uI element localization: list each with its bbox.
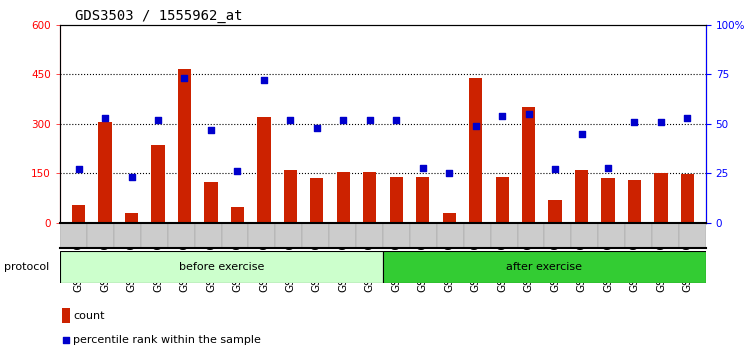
Bar: [442, 213, 456, 223]
Point: [73, 167, 85, 172]
Point: [629, 119, 641, 125]
Bar: [625, 223, 652, 248]
Point: [363, 117, 376, 123]
Bar: [548, 200, 562, 223]
Point: [391, 117, 403, 123]
Bar: [410, 223, 437, 248]
Bar: [490, 223, 517, 248]
Bar: [599, 223, 625, 248]
Bar: [141, 223, 167, 248]
Bar: [87, 223, 114, 248]
Bar: [356, 223, 383, 248]
Point: [681, 115, 693, 121]
Text: percentile rank within the sample: percentile rank within the sample: [74, 335, 261, 344]
Bar: [679, 223, 706, 248]
Bar: [284, 170, 297, 223]
Point: [258, 78, 270, 83]
Text: after exercise: after exercise: [506, 262, 583, 272]
Bar: [681, 174, 694, 223]
Bar: [60, 223, 87, 248]
Bar: [125, 213, 138, 223]
Bar: [152, 145, 164, 223]
Bar: [222, 223, 249, 248]
Point: [60, 337, 72, 342]
Text: before exercise: before exercise: [179, 262, 264, 272]
Bar: [575, 170, 588, 223]
Text: protocol: protocol: [4, 262, 49, 272]
Bar: [60, 251, 383, 283]
Bar: [98, 122, 112, 223]
Point: [443, 171, 455, 176]
Bar: [249, 223, 276, 248]
Bar: [167, 223, 195, 248]
Point: [549, 167, 561, 172]
Bar: [204, 182, 218, 223]
Bar: [496, 177, 508, 223]
Bar: [195, 223, 222, 248]
Bar: [437, 223, 463, 248]
Bar: [62, 308, 71, 323]
Bar: [390, 177, 403, 223]
Point: [655, 119, 667, 125]
Point: [523, 111, 535, 117]
Bar: [522, 107, 535, 223]
Text: GDS3503 / 1555962_at: GDS3503 / 1555962_at: [75, 9, 243, 23]
Bar: [178, 69, 191, 223]
Point: [337, 117, 349, 123]
Point: [417, 165, 429, 170]
Bar: [383, 251, 706, 283]
Point: [575, 131, 587, 137]
Bar: [416, 177, 430, 223]
Point: [496, 113, 508, 119]
Bar: [231, 206, 244, 223]
Point: [99, 115, 111, 121]
Bar: [572, 223, 599, 248]
Bar: [302, 223, 329, 248]
Point: [469, 123, 481, 129]
Bar: [602, 178, 614, 223]
Point: [602, 165, 614, 170]
Bar: [114, 223, 141, 248]
Point: [125, 175, 137, 180]
Bar: [336, 172, 350, 223]
Bar: [654, 173, 668, 223]
Point: [231, 169, 243, 174]
Bar: [310, 178, 324, 223]
Point: [152, 117, 164, 123]
Point: [285, 117, 297, 123]
Bar: [463, 223, 490, 248]
Text: count: count: [74, 311, 105, 321]
Bar: [72, 205, 85, 223]
Bar: [469, 78, 482, 223]
Point: [311, 125, 323, 131]
Point: [205, 127, 217, 133]
Bar: [517, 223, 544, 248]
Bar: [363, 172, 376, 223]
Bar: [276, 223, 302, 248]
Bar: [628, 180, 641, 223]
Bar: [652, 223, 679, 248]
Point: [179, 75, 191, 81]
Bar: [544, 223, 572, 248]
Bar: [258, 117, 270, 223]
Bar: [383, 223, 410, 248]
Bar: [329, 223, 356, 248]
